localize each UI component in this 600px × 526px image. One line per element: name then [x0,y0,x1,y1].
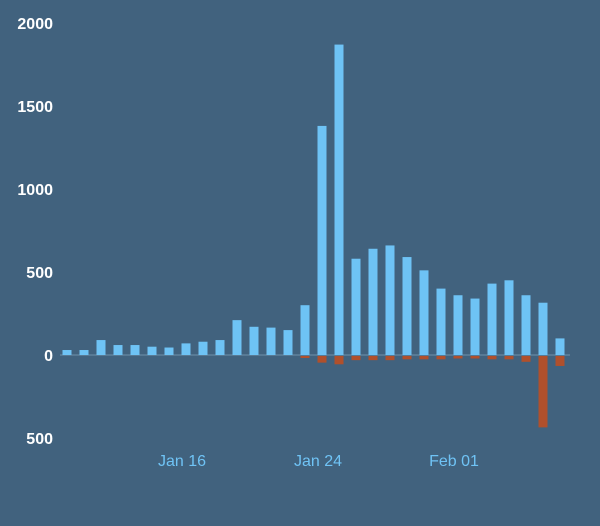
negative-bar [487,356,497,360]
positive-bar [62,350,72,355]
positive-bar [266,327,276,355]
positive-bar [283,330,293,355]
positive-bar [385,245,395,355]
positive-bar [232,320,242,355]
y-tick-label: 1000 [17,182,53,199]
negative-bar [521,356,531,362]
positive-bar [521,295,531,355]
negative-bar [436,356,446,360]
positive-bar [538,302,548,355]
y-tick-label: 1500 [17,99,53,116]
negative-bar [402,356,412,360]
negative-bar [470,356,480,359]
positive-bar [181,343,191,355]
positive-bar [113,345,123,355]
y-tick-label: 500 [26,431,53,448]
positive-bar [334,44,344,356]
positive-bar [147,346,157,355]
positive-bar [215,340,225,355]
negative-bar [555,356,565,366]
positive-bar [317,125,327,355]
positive-bar [487,283,497,355]
negative-bar [538,356,548,428]
y-tick-label: 2000 [17,16,53,33]
positive-bar [96,340,106,355]
negative-bar [453,356,463,359]
x-tick-label: Feb 01 [429,453,479,470]
negative-bar [504,356,514,360]
negative-bar [368,356,378,361]
positive-bar [198,341,208,355]
positive-bar [130,345,140,355]
negative-bar [334,356,344,365]
positive-bar [470,298,480,355]
positive-bar [351,258,361,355]
positive-bar [368,248,378,355]
y-tick-label: 500 [26,265,53,282]
positive-bar [504,280,514,355]
positive-bar [453,295,463,355]
positive-bar [402,257,412,355]
positive-bar [300,305,310,355]
negative-bar [300,356,310,358]
positive-bar [436,288,446,355]
x-tick-label: Jan 24 [294,453,342,470]
positive-bar [249,326,259,355]
positive-bar [419,270,429,355]
positive-bar [555,338,565,355]
positive-bar [79,350,89,355]
positive-bar [164,347,174,355]
negative-bar [351,356,361,361]
negative-bar [385,356,395,361]
y-tick-label: 0 [44,348,53,365]
x-tick-label: Jan 16 [158,453,206,470]
negative-bar [317,356,327,363]
negative-bar [419,356,429,360]
